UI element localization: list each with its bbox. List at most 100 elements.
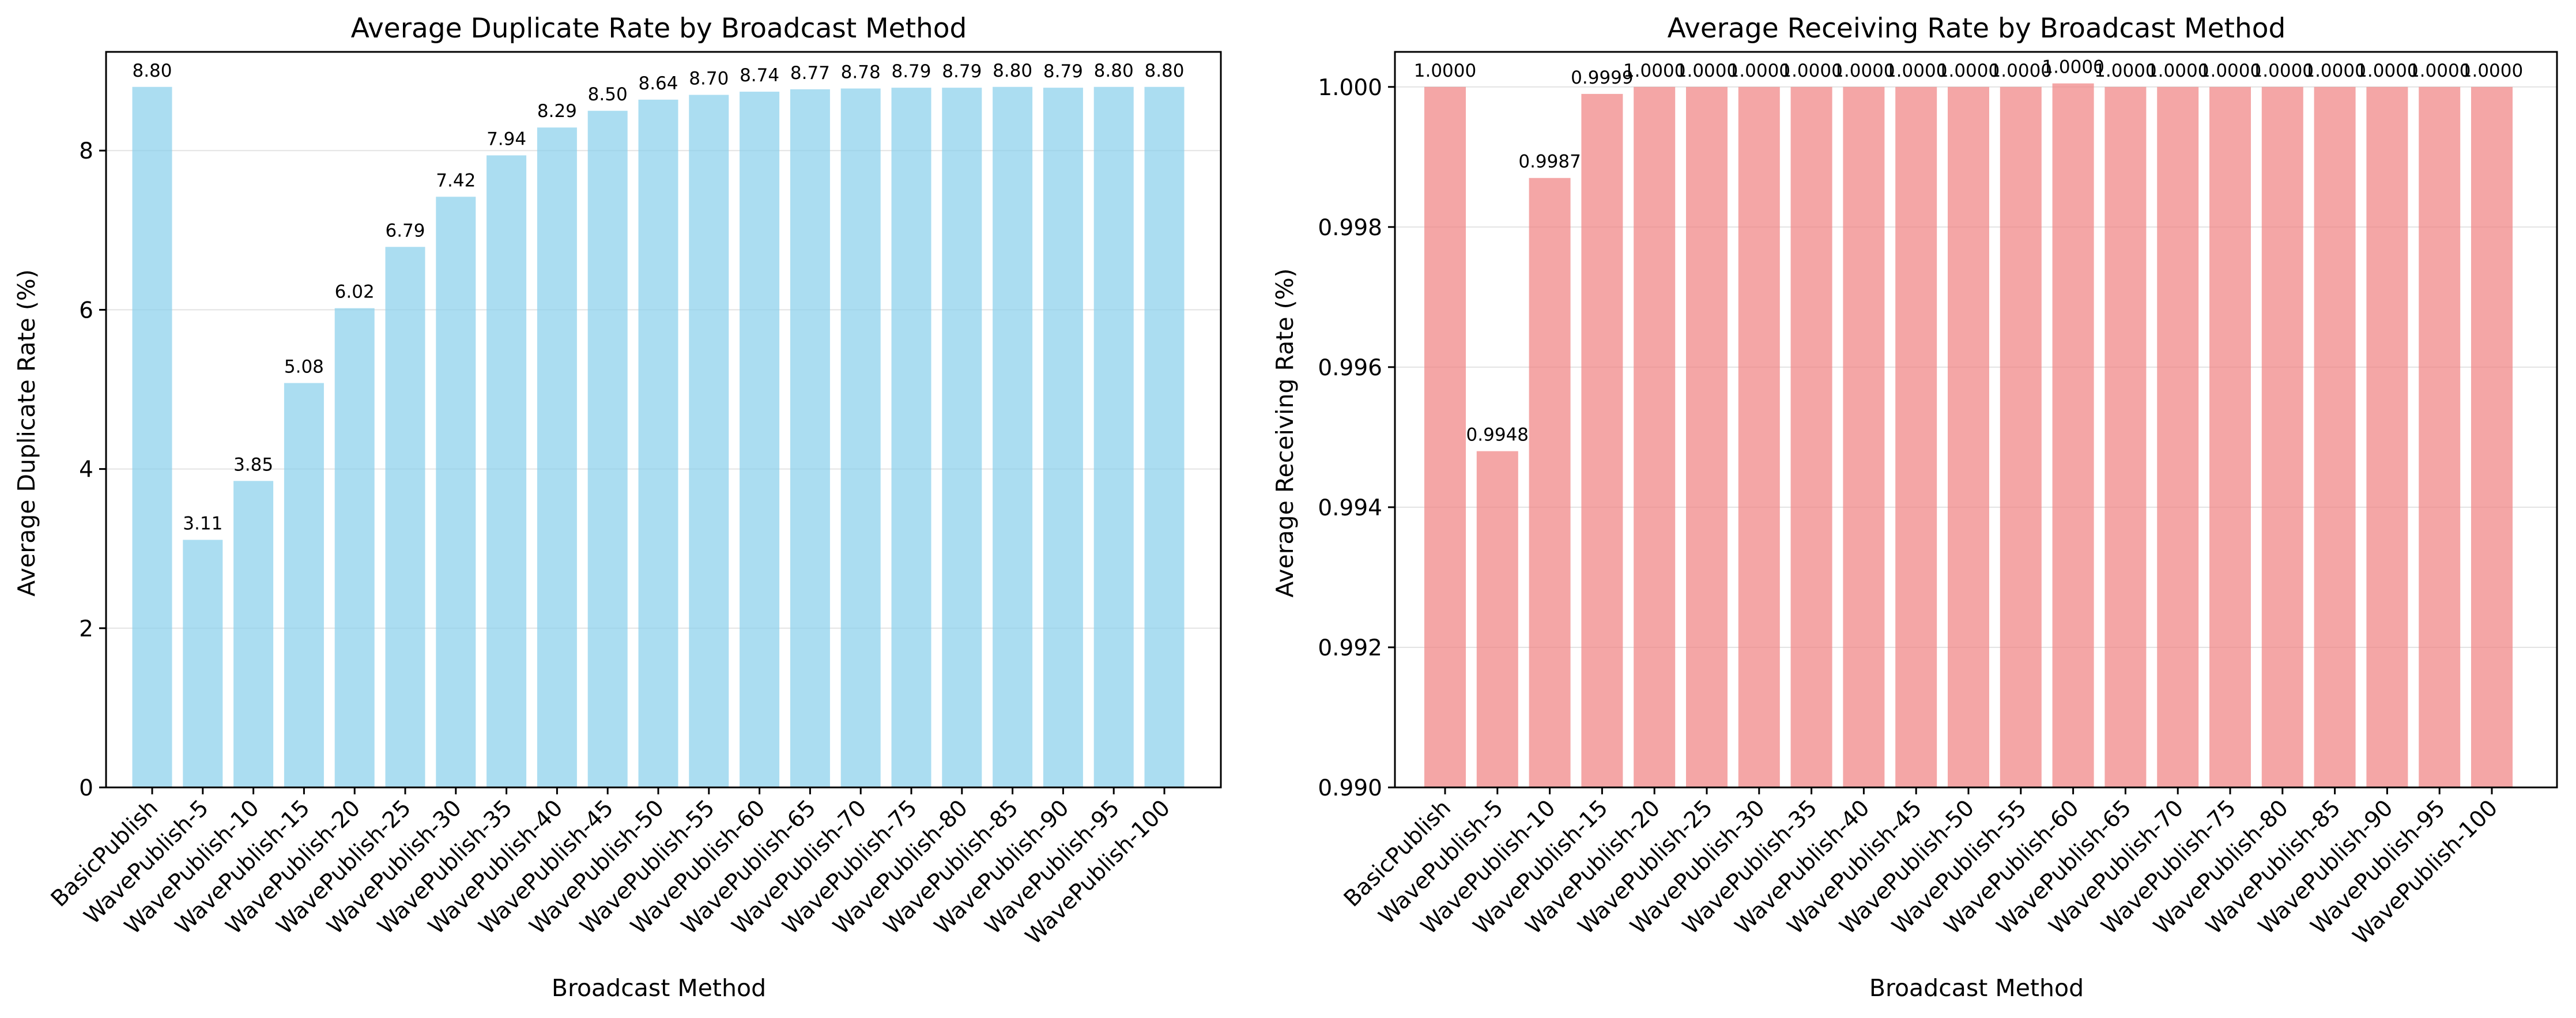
bar	[2366, 86, 2408, 787]
bar	[2471, 86, 2513, 787]
y-tick-label: 2	[79, 616, 93, 642]
data-label: 7.42	[436, 170, 476, 191]
bar	[2157, 86, 2199, 787]
data-label: 1.0000	[1414, 61, 1476, 81]
data-label: 8.80	[1144, 61, 1184, 81]
bar	[1093, 86, 1134, 787]
bar	[284, 383, 324, 787]
bar	[840, 88, 881, 787]
bar	[183, 540, 223, 787]
data-label: 6.79	[385, 220, 425, 241]
bar	[587, 111, 628, 788]
data-label: 1.0000	[2147, 61, 2209, 81]
data-label: 1.0000	[1990, 61, 2052, 81]
x-axis-label: Broadcast Method	[552, 974, 766, 1002]
data-label: 7.94	[486, 129, 526, 150]
data-label: 8.79	[891, 61, 931, 82]
plot-frame	[1394, 51, 2558, 789]
data-label: 8.80	[132, 61, 172, 81]
data-label: 8.50	[588, 84, 628, 105]
bar	[1686, 86, 1728, 787]
bar	[132, 86, 172, 787]
bar	[2104, 86, 2147, 787]
bars	[132, 86, 1185, 788]
bar	[2000, 86, 2042, 787]
bar	[638, 99, 678, 787]
bar	[1948, 86, 1989, 787]
bar	[689, 95, 729, 788]
y-ticks: 0.990 0.992 0.994 0.996 0.998 1.000	[1318, 75, 1395, 801]
bar	[385, 247, 425, 787]
data-label: 8.80	[1094, 61, 1134, 81]
data-label: 1.0000	[2461, 61, 2523, 81]
y-axis-label: Average Receiving Rate (%)	[1271, 268, 1299, 597]
y-tick-label: 0.996	[1318, 355, 1382, 381]
bars	[1424, 83, 2513, 788]
bar	[486, 155, 527, 787]
data-label: 1.0000	[1780, 61, 1842, 81]
x-axis-label: Broadcast Method	[1869, 974, 2084, 1002]
chart-title: Average Duplicate Rate by Broadcast Meth…	[351, 13, 967, 44]
data-label: 3.11	[183, 514, 222, 534]
data-label: 1.0000	[2408, 61, 2471, 81]
bar	[1144, 86, 1185, 787]
bar	[891, 88, 931, 788]
bar	[1895, 86, 1937, 787]
y-tick-label: 0.992	[1318, 635, 1382, 661]
y-tick-label: 1.000	[1318, 75, 1382, 101]
y-ticks: 0 2 4 6 8	[79, 138, 106, 801]
bar	[334, 308, 375, 787]
data-label: 1.0000	[1676, 61, 1738, 81]
data-label: 8.77	[790, 63, 830, 84]
data-label: 1.0000	[2042, 57, 2104, 78]
bar	[1043, 88, 1083, 788]
bar	[993, 86, 1033, 787]
bar	[2314, 86, 2356, 787]
data-label: 1.0000	[2251, 61, 2314, 81]
data-label: 1.0000	[1937, 61, 2000, 81]
bar	[1738, 86, 1780, 787]
bar	[2209, 86, 2251, 787]
data-label: 0.9987	[1518, 152, 1581, 172]
data-label: 5.08	[284, 356, 324, 377]
data-labels: 1.00000.99480.99870.99991.00001.00001.00…	[1414, 57, 2523, 446]
bar	[942, 88, 982, 788]
data-label: 8.80	[993, 61, 1032, 81]
bar	[436, 197, 476, 787]
y-tick-label: 0.990	[1318, 775, 1382, 801]
data-label: 8.29	[537, 101, 577, 122]
data-label: 3.85	[233, 454, 273, 475]
y-axis-label: Average Duplicate Rate (%)	[13, 269, 40, 597]
bar	[1529, 178, 1571, 787]
bar	[2419, 86, 2461, 787]
data-label: 1.0000	[2356, 61, 2418, 81]
y-tick-label: 0.994	[1318, 495, 1382, 521]
y-tick-label: 0	[79, 775, 93, 801]
bar	[1476, 451, 1518, 787]
bar	[233, 481, 274, 787]
chart-title: Average Receiving Rate by Broadcast Meth…	[1668, 13, 2286, 44]
bar	[2261, 86, 2303, 787]
data-label: 6.02	[335, 282, 375, 303]
data-label: 1.0000	[1885, 61, 1947, 81]
data-label: 8.74	[740, 65, 779, 86]
plot-frame	[105, 51, 1222, 789]
y-tick-label: 8	[79, 138, 93, 164]
data-label: 8.79	[1043, 61, 1083, 82]
data-label: 0.9999	[1571, 67, 1633, 88]
data-labels: 8.80 3.11 3.85 5.08 6.02 6.79 7.42 7.94 8.29 8.50…	[132, 61, 1184, 534]
data-label: 1.0000	[2094, 61, 2156, 81]
data-label: 1.0000	[1623, 61, 1685, 81]
y-tick-label: 6	[79, 297, 93, 323]
data-label: 0.9948	[1466, 425, 1529, 446]
data-label: 1.0000	[1832, 61, 1895, 81]
bar	[1424, 86, 1466, 787]
bar	[1581, 93, 1623, 787]
bar	[1843, 86, 1885, 787]
data-label: 1.0000	[2303, 61, 2366, 81]
y-tick-label: 0.998	[1318, 215, 1382, 241]
bar	[1634, 86, 1676, 787]
bar	[2052, 83, 2094, 788]
